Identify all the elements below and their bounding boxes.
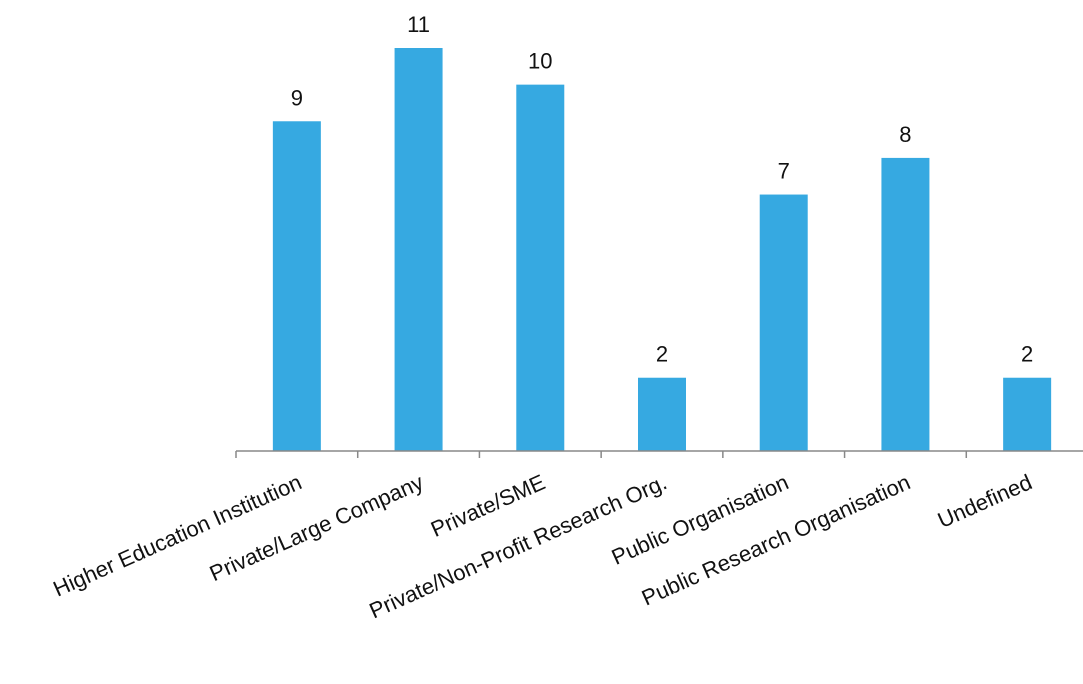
bar [1003,377,1052,451]
bar [272,121,321,451]
bar-value-label: 2 [1021,342,1033,367]
bar-value-label: 2 [656,342,668,367]
bar [516,84,565,452]
bars-group [272,48,1052,452]
bar [759,194,808,451]
value-labels-group: 9 11 10 2 7 8 2 [291,12,1034,367]
category-labels-group: Higher Education InstitutionPrivate/Larg… [49,469,1035,623]
category-label: Private/Large Company [206,469,427,586]
bar-value-label: 9 [291,85,303,110]
category-label: Undefined [934,469,1036,533]
bar-value-label: 8 [899,122,911,147]
bar-value-label: 7 [778,159,790,184]
bar [638,377,686,451]
bar [881,157,930,451]
x-axis-ticks [235,451,968,458]
bar-value-label: 11 [407,12,430,37]
bar-value-label: 10 [528,49,552,74]
bar [394,48,443,451]
